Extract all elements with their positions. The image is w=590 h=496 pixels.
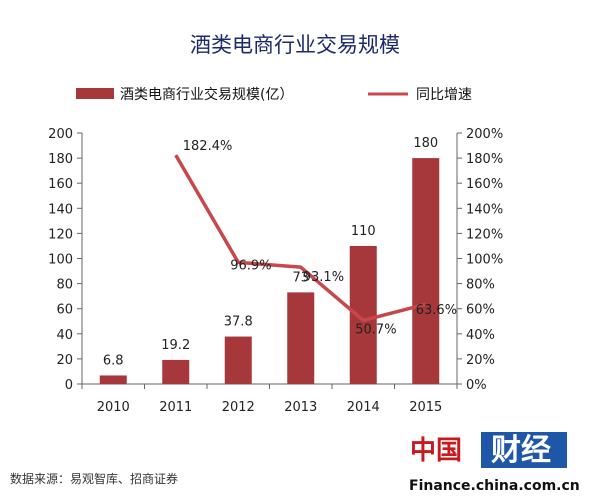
y-right-tick-label: 0% [466,378,487,393]
growth-line [174,154,427,323]
y-right-tick-label: 100% [466,253,503,268]
legend-bar-label: 酒类电商行业交易规模(亿） [120,86,293,103]
y-left-tick-label: 100 [48,253,73,268]
x-tick-label: 2015 [409,400,442,415]
x-tick-label: 2010 [97,400,130,415]
y-right-tick-label: 40% [466,328,495,343]
bar [287,292,315,384]
bar-value-label: 19.2 [161,338,190,353]
x-tick-label: 2014 [347,400,380,415]
growth-value-label: 63.6% [416,303,457,318]
growth-value-label: 96.9% [230,258,271,273]
watermark-brand-box [481,432,567,468]
y-left-tick-label: 80 [56,278,73,293]
y-right-tick-label: 180% [466,152,503,167]
bar [349,245,377,384]
bar [224,336,252,384]
y-right-tick-label: 160% [466,177,503,192]
bar [412,158,440,384]
bar [162,359,190,384]
y-left-tick-label: 40 [56,328,73,343]
growth-value-label: 182.4% [183,139,233,154]
bar [99,375,127,384]
watermark: 中国 财经 Finance.china.com.cn [409,432,580,494]
x-tick-label: 2012 [222,400,255,415]
x-tick-label: 2013 [284,400,317,415]
watermark-url: Finance.china.com.cn [409,478,580,494]
legend-bar-swatch [76,88,114,99]
y-right-tick-label: 80% [466,278,495,293]
growth-value-label: 93.1% [303,270,344,285]
watermark-brand: 财经 [491,433,551,468]
axes: 0 20 40 60 80 100 120 140 160 180 200 0% 20% 40% 60% 80… [48,127,503,415]
bar-value-label: 110 [351,224,376,239]
growth-line-path [174,154,427,323]
y-left-tick-label: 200 [48,127,73,142]
bar-value-label: 180 [413,136,438,151]
y-right-tick-label: 120% [466,227,503,242]
bar-value-label: 73 [292,270,309,285]
y-left-tick-label: 140 [48,202,73,217]
legend: 酒类电商行业交易规模(亿） 同比增速 [76,86,472,103]
y-right-tick-label: 140% [466,202,503,217]
y-left-tick-label: 160 [48,177,73,192]
bar-value-label: 6.8 [103,353,124,368]
y-right-tick-label: 20% [466,353,495,368]
data-labels: 6.8 19.2 37.8 73 110 180 182.4% 96.9% 93.1% 50.7%… [103,136,457,368]
y-left-tick-label: 20 [56,353,73,368]
y-left-tick-label: 180 [48,152,73,167]
y-right-tick-label: 200% [466,127,503,142]
bar-value-label: 37.8 [224,315,253,330]
y-left-tick-label: 120 [48,227,73,242]
x-tick-label: 2011 [159,400,192,415]
y-left-tick-label: 0 [65,378,73,393]
source-note: 数据来源：易观智库、招商证券 [10,471,178,486]
growth-value-label: 50.7% [355,322,396,337]
y-right-tick-label: 60% [466,303,495,318]
watermark-china-logo: 中国 [410,436,462,466]
legend-line-label: 同比增速 [416,87,472,103]
y-left-tick-label: 60 [56,303,73,318]
chart-title: 酒类电商行业交易规模 [190,33,400,57]
